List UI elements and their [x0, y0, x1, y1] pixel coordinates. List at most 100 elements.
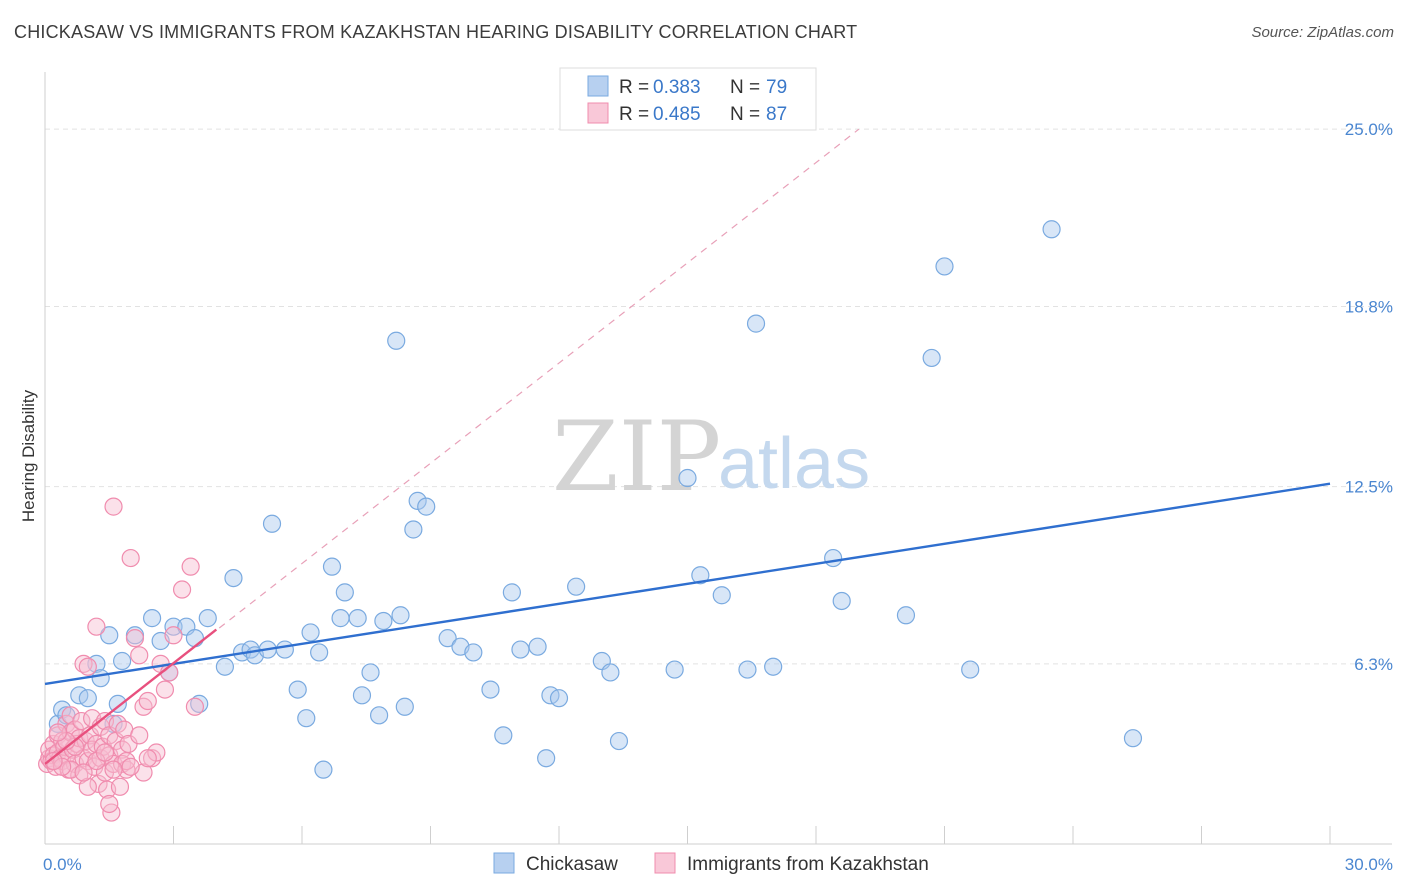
bottom-legend-chickasaw: Chickasaw — [526, 854, 618, 875]
point-s0-29 — [297, 709, 316, 728]
point-s0-57 — [549, 689, 569, 708]
legend-n-value-0: 79 — [766, 77, 787, 98]
point-s0-68 — [764, 657, 783, 676]
point-s0-12 — [142, 609, 162, 628]
watermark-zip: ZIP — [552, 401, 721, 513]
point-s0-63 — [678, 468, 697, 488]
point-s0-35 — [335, 583, 354, 602]
point-s0-46 — [417, 497, 436, 516]
point-s1-79 — [74, 763, 93, 782]
point-s1-68 — [155, 680, 175, 699]
point-s1-50 — [110, 777, 130, 796]
point-s1-57 — [78, 777, 97, 796]
point-s1-46 — [104, 497, 123, 516]
legend-n-label-1: N = — [730, 104, 760, 125]
point-s1-77 — [104, 760, 123, 779]
bottom-swatch-kazakhstan — [654, 852, 676, 874]
gridlines — [45, 128, 1392, 665]
point-s0-38 — [361, 663, 380, 682]
point-s0-61 — [609, 731, 629, 751]
point-s1-84 — [95, 743, 115, 762]
point-s0-74 — [961, 660, 980, 679]
point-s0-32 — [314, 760, 333, 779]
chart-title: CHICKASAW VS IMMIGRANTS FROM KAZAKHSTAN … — [14, 22, 858, 42]
y-tick-labels: 6.3% 12.5% 18.8% 25.0% — [1345, 120, 1393, 674]
point-s0-58 — [567, 577, 586, 596]
point-s0-66 — [738, 660, 757, 679]
series-legend: Chickasaw Immigrants from Kazakhstan — [493, 852, 929, 875]
y-tick-label-2: 18.8% — [1345, 297, 1393, 316]
point-s0-73 — [935, 257, 954, 276]
point-s0-18 — [198, 609, 217, 628]
point-s0-49 — [464, 643, 483, 662]
point-s0-31 — [310, 643, 329, 662]
point-s0-43 — [395, 697, 414, 716]
point-s1-64 — [138, 691, 157, 711]
y-axis-label: Hearing Disability — [19, 389, 38, 522]
legend-r-value-1: 0.485 — [653, 104, 701, 125]
point-s0-9 — [108, 694, 127, 713]
y-tick-label-3: 25.0% — [1345, 120, 1393, 139]
point-s1-72 — [181, 557, 200, 576]
point-s1-82 — [48, 723, 67, 742]
point-s0-21 — [224, 568, 243, 588]
point-s1-73 — [185, 697, 205, 716]
legend-r-value-0: 0.383 — [653, 77, 701, 98]
y-tick-label-1: 12.5% — [1345, 478, 1393, 497]
point-s1-74 — [130, 726, 149, 745]
point-s0-28 — [288, 680, 307, 699]
point-s0-70 — [832, 591, 851, 611]
point-s0-36 — [348, 609, 367, 628]
point-s0-51 — [494, 726, 513, 745]
point-s1-56 — [100, 794, 119, 814]
bottom-legend-kazakhstan: Immigrants from Kazakhstan — [687, 854, 929, 875]
point-s0-30 — [301, 623, 320, 642]
point-s0-40 — [374, 611, 393, 631]
point-s0-27 — [275, 640, 294, 659]
x-tick-label-1: 30.0% — [1345, 855, 1393, 874]
point-s0-26 — [262, 514, 282, 533]
point-s0-47 — [438, 629, 457, 648]
point-s0-42 — [391, 606, 410, 625]
trend-line-1 — [44, 628, 218, 765]
legend-swatch-kazakhstan — [587, 102, 609, 124]
point-s0-71 — [896, 606, 916, 625]
point-s0-54 — [528, 637, 547, 656]
point-s1-71 — [172, 580, 192, 599]
y-tick-label-0: 6.3% — [1354, 655, 1393, 674]
point-s0-33 — [322, 557, 342, 576]
point-s0-67 — [746, 314, 766, 333]
legend-n-label-0: N = — [730, 77, 760, 98]
point-s0-72 — [922, 348, 941, 368]
x-tick-label-0: 0.0% — [43, 855, 82, 874]
source-label: Source: ZipAtlas.com — [1251, 24, 1394, 41]
point-s0-7 — [100, 626, 119, 645]
point-s1-86 — [138, 749, 157, 768]
point-s0-8 — [112, 651, 132, 671]
point-s1-60 — [121, 548, 140, 568]
point-s0-75 — [1042, 220, 1061, 239]
legend-r-label-0: R = — [619, 77, 649, 98]
point-s1-24 — [72, 711, 91, 731]
axes — [44, 72, 1392, 845]
point-s0-17 — [185, 629, 205, 648]
x-tick-labels: 0.0% 30.0% — [43, 855, 1393, 874]
point-s0-62 — [665, 660, 684, 679]
legend-n-value-1: 87 — [766, 104, 787, 125]
point-s0-52 — [502, 583, 521, 602]
point-s0-76 — [1123, 729, 1143, 748]
legend-swatch-chickasaw — [587, 75, 609, 97]
bottom-swatch-chickasaw — [493, 852, 515, 874]
point-s0-55 — [537, 749, 556, 768]
point-s0-69 — [824, 548, 843, 568]
point-s0-34 — [331, 609, 350, 628]
stats-legend: R = 0.383 N = 79 R = 0.485 N = 87 — [559, 67, 817, 131]
point-s1-70 — [164, 626, 183, 645]
point-s1-83 — [44, 751, 63, 771]
point-s0-37 — [352, 686, 372, 705]
point-s1-61 — [125, 629, 145, 648]
point-s0-65 — [712, 586, 731, 605]
point-s0-39 — [370, 706, 389, 725]
point-s0-53 — [511, 640, 530, 659]
